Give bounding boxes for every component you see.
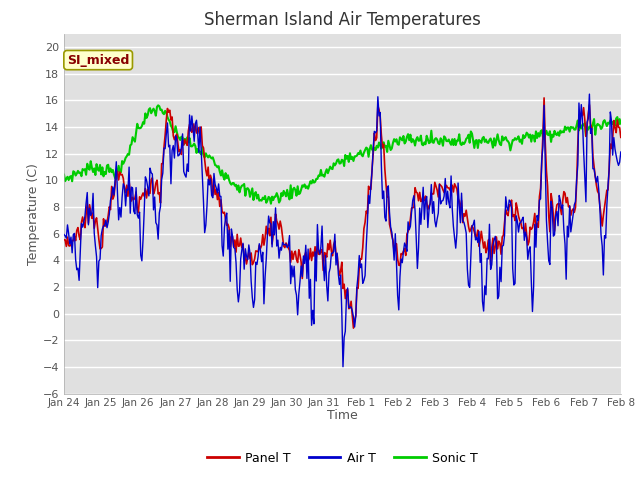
Text: SI_mixed: SI_mixed xyxy=(67,54,129,67)
Legend: Panel T, Air T, Sonic T: Panel T, Air T, Sonic T xyxy=(202,447,483,469)
X-axis label: Time: Time xyxy=(327,409,358,422)
Title: Sherman Island Air Temperatures: Sherman Island Air Temperatures xyxy=(204,11,481,29)
Y-axis label: Temperature (C): Temperature (C) xyxy=(27,163,40,264)
